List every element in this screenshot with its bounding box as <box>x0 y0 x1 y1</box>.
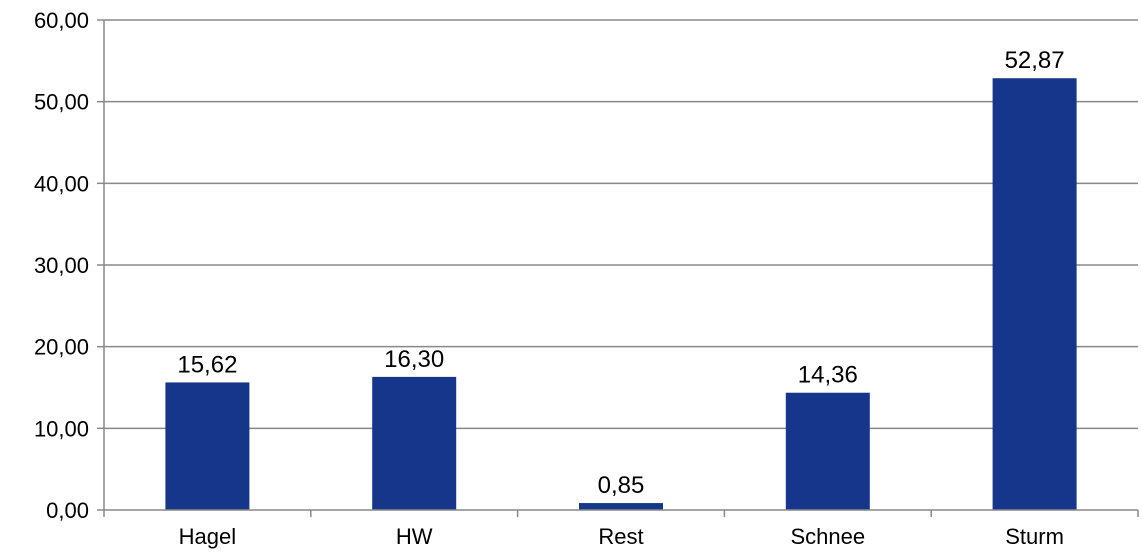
data-labels: 15,62 16,30 0,85 14,36 52,87 <box>177 47 1064 499</box>
x-tick-label: Hagel <box>179 524 236 549</box>
x-tick-label: HW <box>396 524 433 549</box>
y-tick-label: 20,00 <box>34 335 89 360</box>
data-label: 52,87 <box>1005 47 1065 74</box>
data-label: 16,30 <box>384 346 444 373</box>
data-label: 15,62 <box>177 351 237 378</box>
x-tick-label: Sturm <box>1005 524 1064 549</box>
axes <box>97 19 1139 517</box>
y-tick-label: 60,00 <box>34 8 89 33</box>
x-tick-labels: Hagel HW Rest Schnee Sturm <box>179 524 1064 549</box>
y-tick-label: 10,00 <box>34 416 89 441</box>
y-tick-label: 50,00 <box>34 90 89 115</box>
gridlines <box>104 19 1138 430</box>
bar-sturm <box>992 78 1077 510</box>
y-tick-label: 30,00 <box>34 253 89 278</box>
bar-rest <box>579 503 663 510</box>
bar-hw <box>372 376 457 510</box>
data-label: 14,36 <box>798 362 858 389</box>
x-tick-label: Rest <box>598 524 643 549</box>
x-tick-label: Schnee <box>790 524 865 549</box>
y-tick-label: 0,00 <box>46 498 89 523</box>
bar-hagel <box>165 382 250 510</box>
bar-schnee <box>785 392 870 510</box>
y-tick-labels: 0,00 10,00 20,00 30,00 40,00 50,00 60,00 <box>34 8 89 523</box>
y-tick-label: 40,00 <box>34 171 89 196</box>
data-label: 0,85 <box>598 472 645 499</box>
bars <box>165 78 1077 510</box>
